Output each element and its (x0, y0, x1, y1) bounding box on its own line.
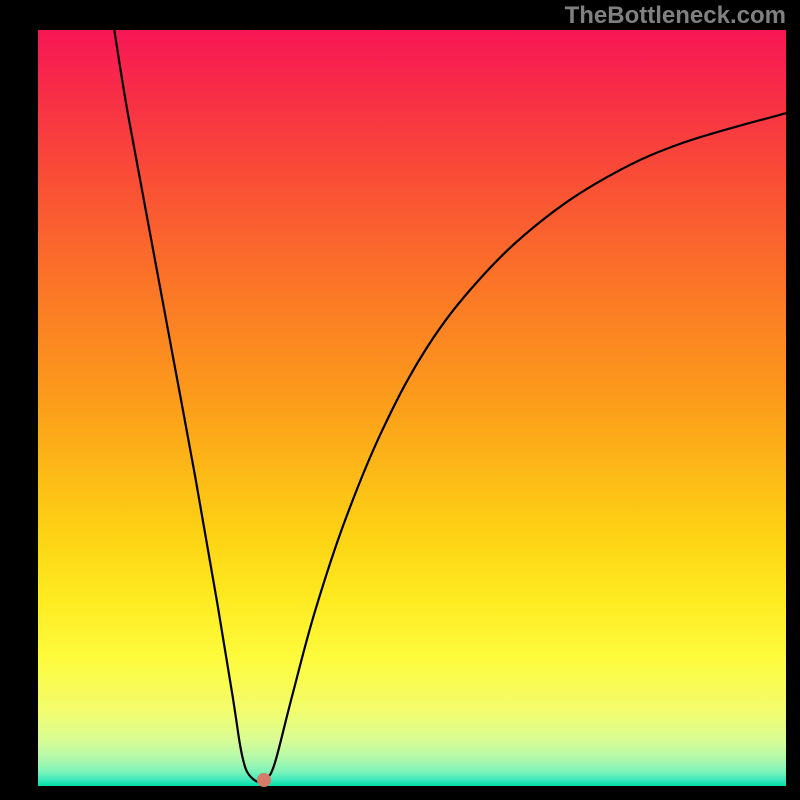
watermark-text: TheBottleneck.com (565, 2, 786, 30)
bottleneck-curve (114, 30, 786, 782)
optimal-point-marker (257, 773, 271, 787)
chart-container: TheBottleneck.com (0, 0, 800, 800)
curve-layer (0, 0, 800, 800)
